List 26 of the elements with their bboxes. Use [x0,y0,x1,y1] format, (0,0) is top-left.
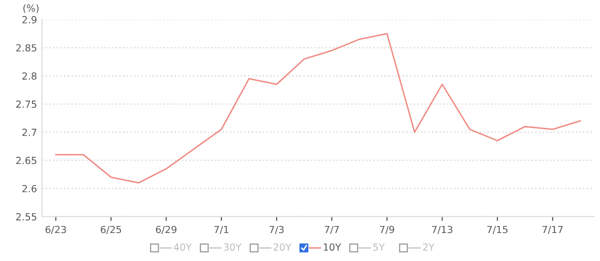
legend-label: 10Y [324,243,342,251]
legend-label: 2Y [423,243,435,251]
y-tick-label: 2.85 [16,44,36,52]
y-tick-label: 2.9 [22,16,36,24]
y-tick-label: 2.55 [16,213,36,220]
legend-label: 5Y [373,244,385,251]
legend-label: 20Y [274,243,292,251]
x-tick-label: 7/3 [270,226,284,234]
x-tick-label: 6/23 [46,226,66,234]
y-tick-label: 2.7 [22,128,36,136]
x-tick-label: 7/7 [324,226,339,234]
x-tick-label: 7/9 [380,226,394,234]
legend-label: 30Y [224,243,242,251]
x-tick-label: 7/1 [214,226,228,234]
line-series [55,32,581,184]
y-tick-label: 2.65 [16,156,36,164]
x-tick-label: 6/29 [156,226,176,234]
y-axis-title: (%) [23,4,39,13]
y-tick-label: 2.75 [16,100,36,108]
x-tick-label: 6/25 [100,226,122,234]
x-tick-label: 7/17 [542,226,563,234]
y-tick-label: 2.6 [22,184,37,192]
y-tick-label: 2.8 [22,72,36,80]
x-tick-label: 7/13 [432,226,452,234]
legend-label: 40Y [174,243,192,251]
x-tick-label: 7/15 [487,226,508,234]
